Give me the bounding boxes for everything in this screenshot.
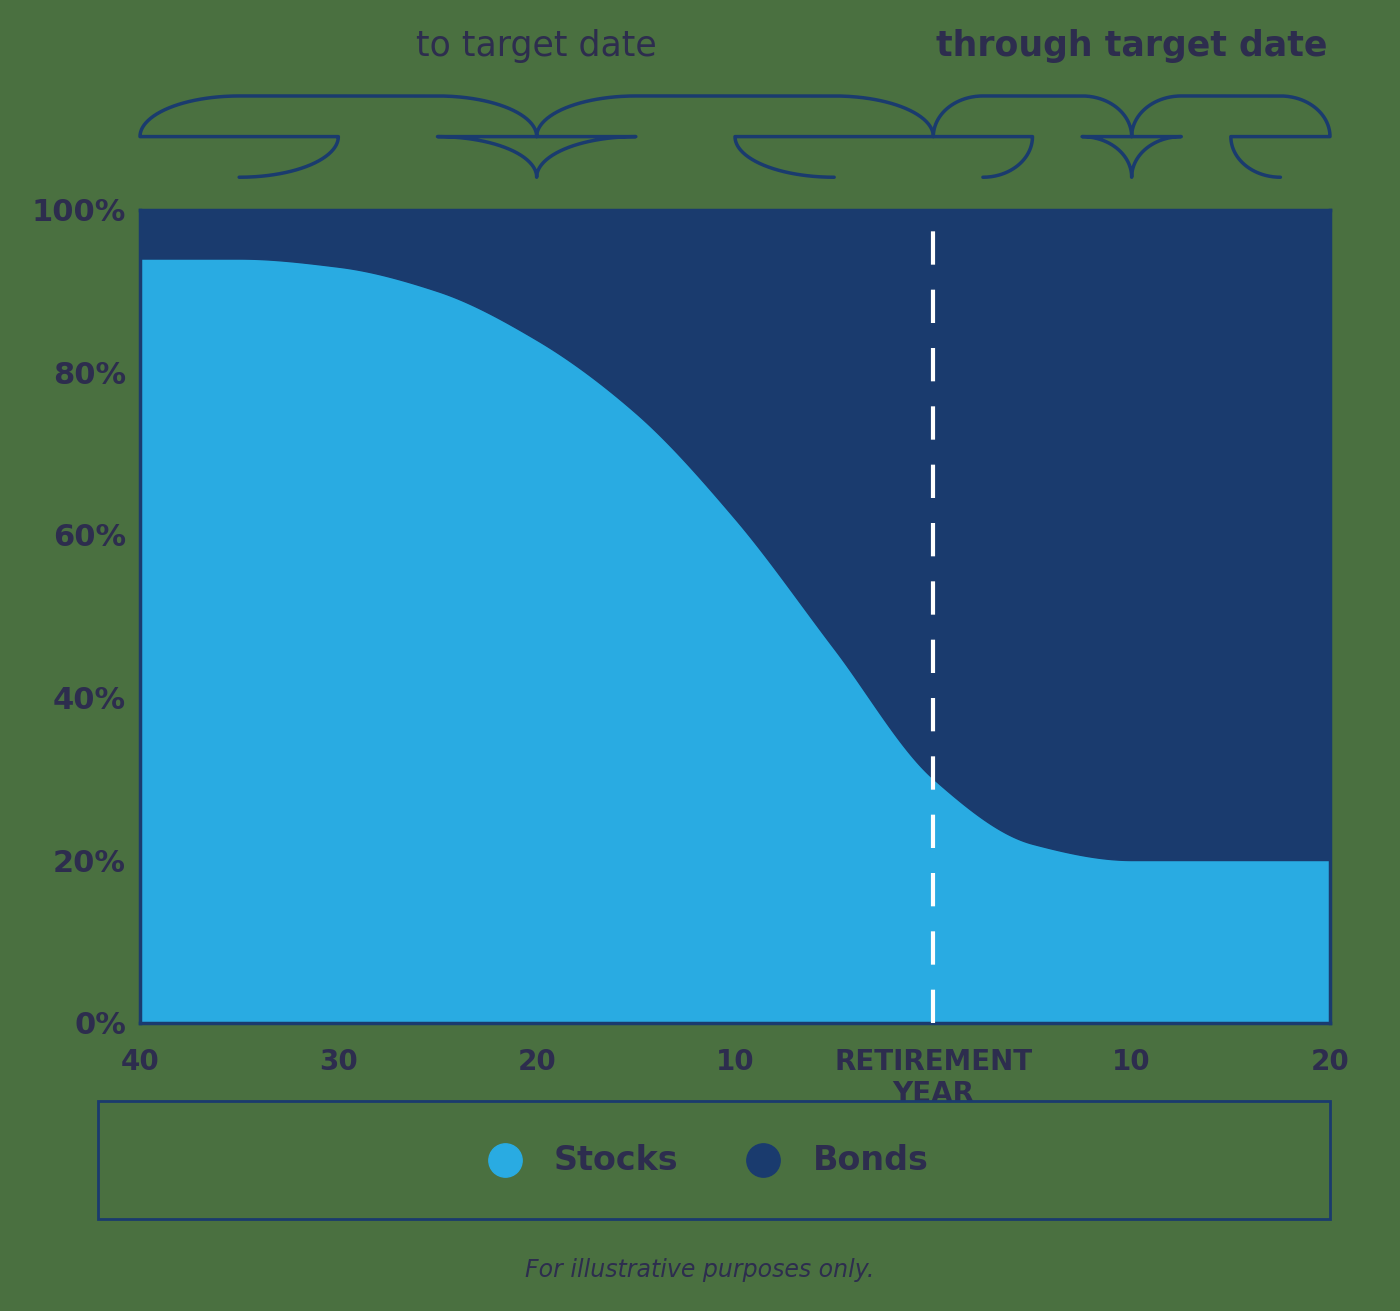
Text: Bonds: Bonds [812, 1143, 928, 1177]
Text: to target date: to target date [416, 29, 657, 63]
Text: For illustrative purposes only.: For illustrative purposes only. [525, 1259, 875, 1282]
Text: through target date: through target date [937, 29, 1327, 63]
Text: Stocks: Stocks [554, 1143, 679, 1177]
